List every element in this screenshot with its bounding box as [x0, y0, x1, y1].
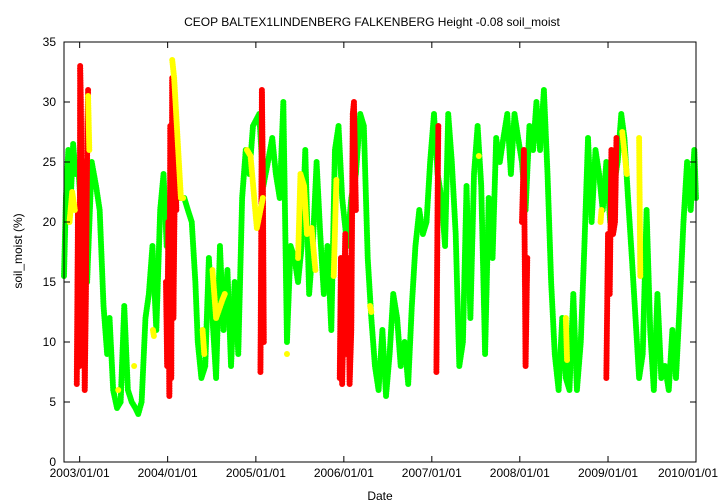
x-axis-label: Date — [367, 489, 393, 503]
y-axis-label: soil_moist (%) — [11, 213, 25, 288]
series-good — [61, 87, 699, 417]
plot-points — [61, 57, 699, 417]
chart-title: CEOP BALTEX1LINDENBERG FALKENBERG Height… — [184, 15, 560, 29]
data-point — [85, 87, 92, 93]
